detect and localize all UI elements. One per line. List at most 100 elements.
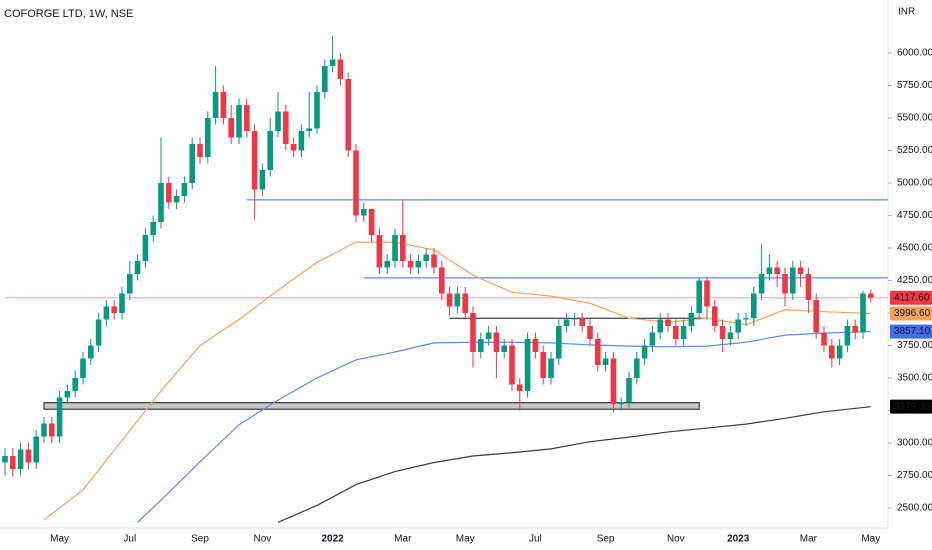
- currency: INR: [898, 7, 915, 18]
- candle-body: [751, 293, 757, 319]
- candle-body: [680, 326, 687, 339]
- candle-body: [673, 326, 679, 339]
- y-tick-label: 5000.00: [897, 178, 932, 189]
- candle-body: [813, 300, 819, 333]
- candle-body: [415, 261, 422, 268]
- candle-body: [384, 261, 390, 268]
- candle-body: [88, 345, 94, 359]
- x-tick-label: May: [50, 534, 69, 545]
- candle-body: [119, 293, 125, 313]
- price-tag: [890, 324, 932, 339]
- candle-body: [860, 293, 866, 333]
- x-tick-label: 2023: [727, 534, 750, 545]
- candle-body: [72, 378, 78, 391]
- candle-body: [719, 326, 726, 339]
- candle-body: [735, 319, 741, 333]
- candle-body: [649, 332, 656, 346]
- candle-body: [743, 318, 749, 320]
- candle-body: [821, 332, 827, 346]
- candle-body: [103, 306, 110, 320]
- candle-body: [212, 92, 219, 118]
- candle-body: [836, 345, 843, 359]
- candle-body: [727, 332, 734, 339]
- candle-body: [712, 306, 718, 326]
- candle-body: [56, 397, 63, 437]
- candle-body: [314, 92, 320, 129]
- candle-body: [634, 358, 640, 378]
- y-tick-label: 5750.00: [897, 80, 932, 91]
- y-tick-label: 3500.00: [897, 373, 932, 384]
- candle-body: [485, 332, 492, 339]
- chart-title: COFORGE LTD, 1W, NSE: [4, 8, 133, 20]
- moving-average: [137, 330, 871, 523]
- x-tick-label: Nov: [667, 534, 685, 545]
- moving-average: [277, 406, 871, 523]
- candle-body: [805, 274, 812, 300]
- x-tick-label: Sep: [597, 534, 615, 545]
- candle-body: [439, 267, 445, 294]
- x-tick-label: Mar: [394, 534, 412, 545]
- candle-body: [688, 313, 695, 326]
- candle-body: [142, 235, 149, 261]
- candle-body: [431, 254, 437, 268]
- y-tick-label: 3750.00: [897, 340, 932, 351]
- candle-body: [25, 449, 32, 463]
- y-tick-label: 5250.00: [897, 145, 932, 156]
- candle-body: [80, 358, 86, 378]
- x-tick-label: Jul: [529, 534, 542, 545]
- candle-body: [618, 402, 624, 404]
- candle-body: [329, 59, 336, 66]
- candle-body: [49, 423, 55, 437]
- y-tick-label: 2500.00: [897, 503, 932, 514]
- candle-body: [228, 118, 234, 138]
- candle-body: [189, 144, 195, 183]
- candle-body: [244, 105, 250, 131]
- candle-body: [790, 267, 796, 294]
- candle-body: [400, 235, 406, 261]
- candle-body: [829, 345, 835, 359]
- candle-body: [275, 111, 281, 131]
- price-tag-label: 3279.35: [894, 401, 931, 412]
- candle-body: [852, 326, 858, 333]
- candle-body: [587, 326, 593, 339]
- candle-body: [478, 339, 484, 352]
- candle-body: [524, 339, 531, 391]
- x-tick-label: 2022: [321, 534, 344, 545]
- candle-body: [548, 358, 554, 378]
- candle-body: [532, 339, 539, 352]
- candle-body: [595, 339, 601, 365]
- candle-body: [158, 183, 164, 222]
- price-tag-label: 4117.60: [894, 292, 930, 303]
- candle-body: [501, 345, 507, 352]
- candle-body: [259, 170, 266, 190]
- candle-body: [368, 209, 375, 235]
- candle-body: [509, 345, 515, 385]
- candle-body: [236, 105, 242, 138]
- candle-body: [361, 209, 367, 216]
- candle-body: [2, 456, 8, 463]
- candle-body: [376, 235, 383, 268]
- x-tick-label: Sep: [191, 534, 209, 545]
- support-zone: [43, 402, 700, 410]
- price-tag: [890, 290, 932, 305]
- candle-body: [774, 267, 780, 274]
- candle-body: [563, 319, 570, 326]
- candle-body: [470, 313, 476, 352]
- candle-body: [423, 254, 429, 261]
- x-tick-label: Nov: [254, 534, 272, 545]
- candle-body: [868, 293, 874, 298]
- candle-body: [17, 449, 24, 469]
- candle-body: [322, 66, 328, 92]
- candle-body: [758, 274, 765, 294]
- candle-body: [454, 293, 461, 307]
- candle-body: [844, 326, 851, 346]
- candle-body: [290, 144, 297, 151]
- candle-body: [446, 293, 453, 307]
- candle-body: [306, 128, 312, 131]
- y-tick-label: 6000.00: [897, 48, 932, 59]
- candle-body: [10, 456, 16, 469]
- candle-body: [602, 358, 609, 365]
- candle-body: [150, 222, 156, 235]
- candle-body: [64, 391, 71, 398]
